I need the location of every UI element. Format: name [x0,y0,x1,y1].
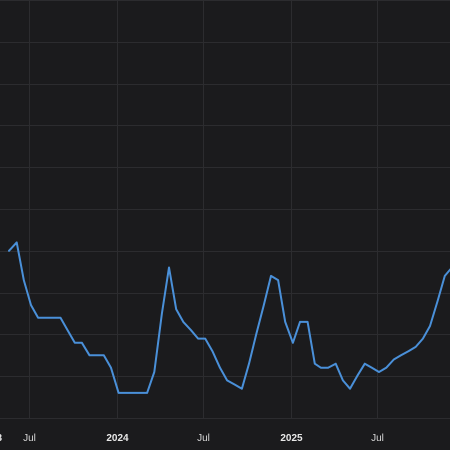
x-tick-label: 2024 [106,433,129,444]
x-tick-label-clipped: 3 [0,433,2,444]
x-axis: Jul 2024 Jul 2025 Jul 3 [0,433,384,444]
series-layer [8,241,450,394]
x-tick-label: Jul [23,433,36,444]
x-tick-label: 2025 [280,433,303,444]
x-tick-label: Jul [371,433,384,444]
x-tick-label: Jul [197,433,210,444]
series-line [8,241,450,394]
grid [0,0,450,419]
